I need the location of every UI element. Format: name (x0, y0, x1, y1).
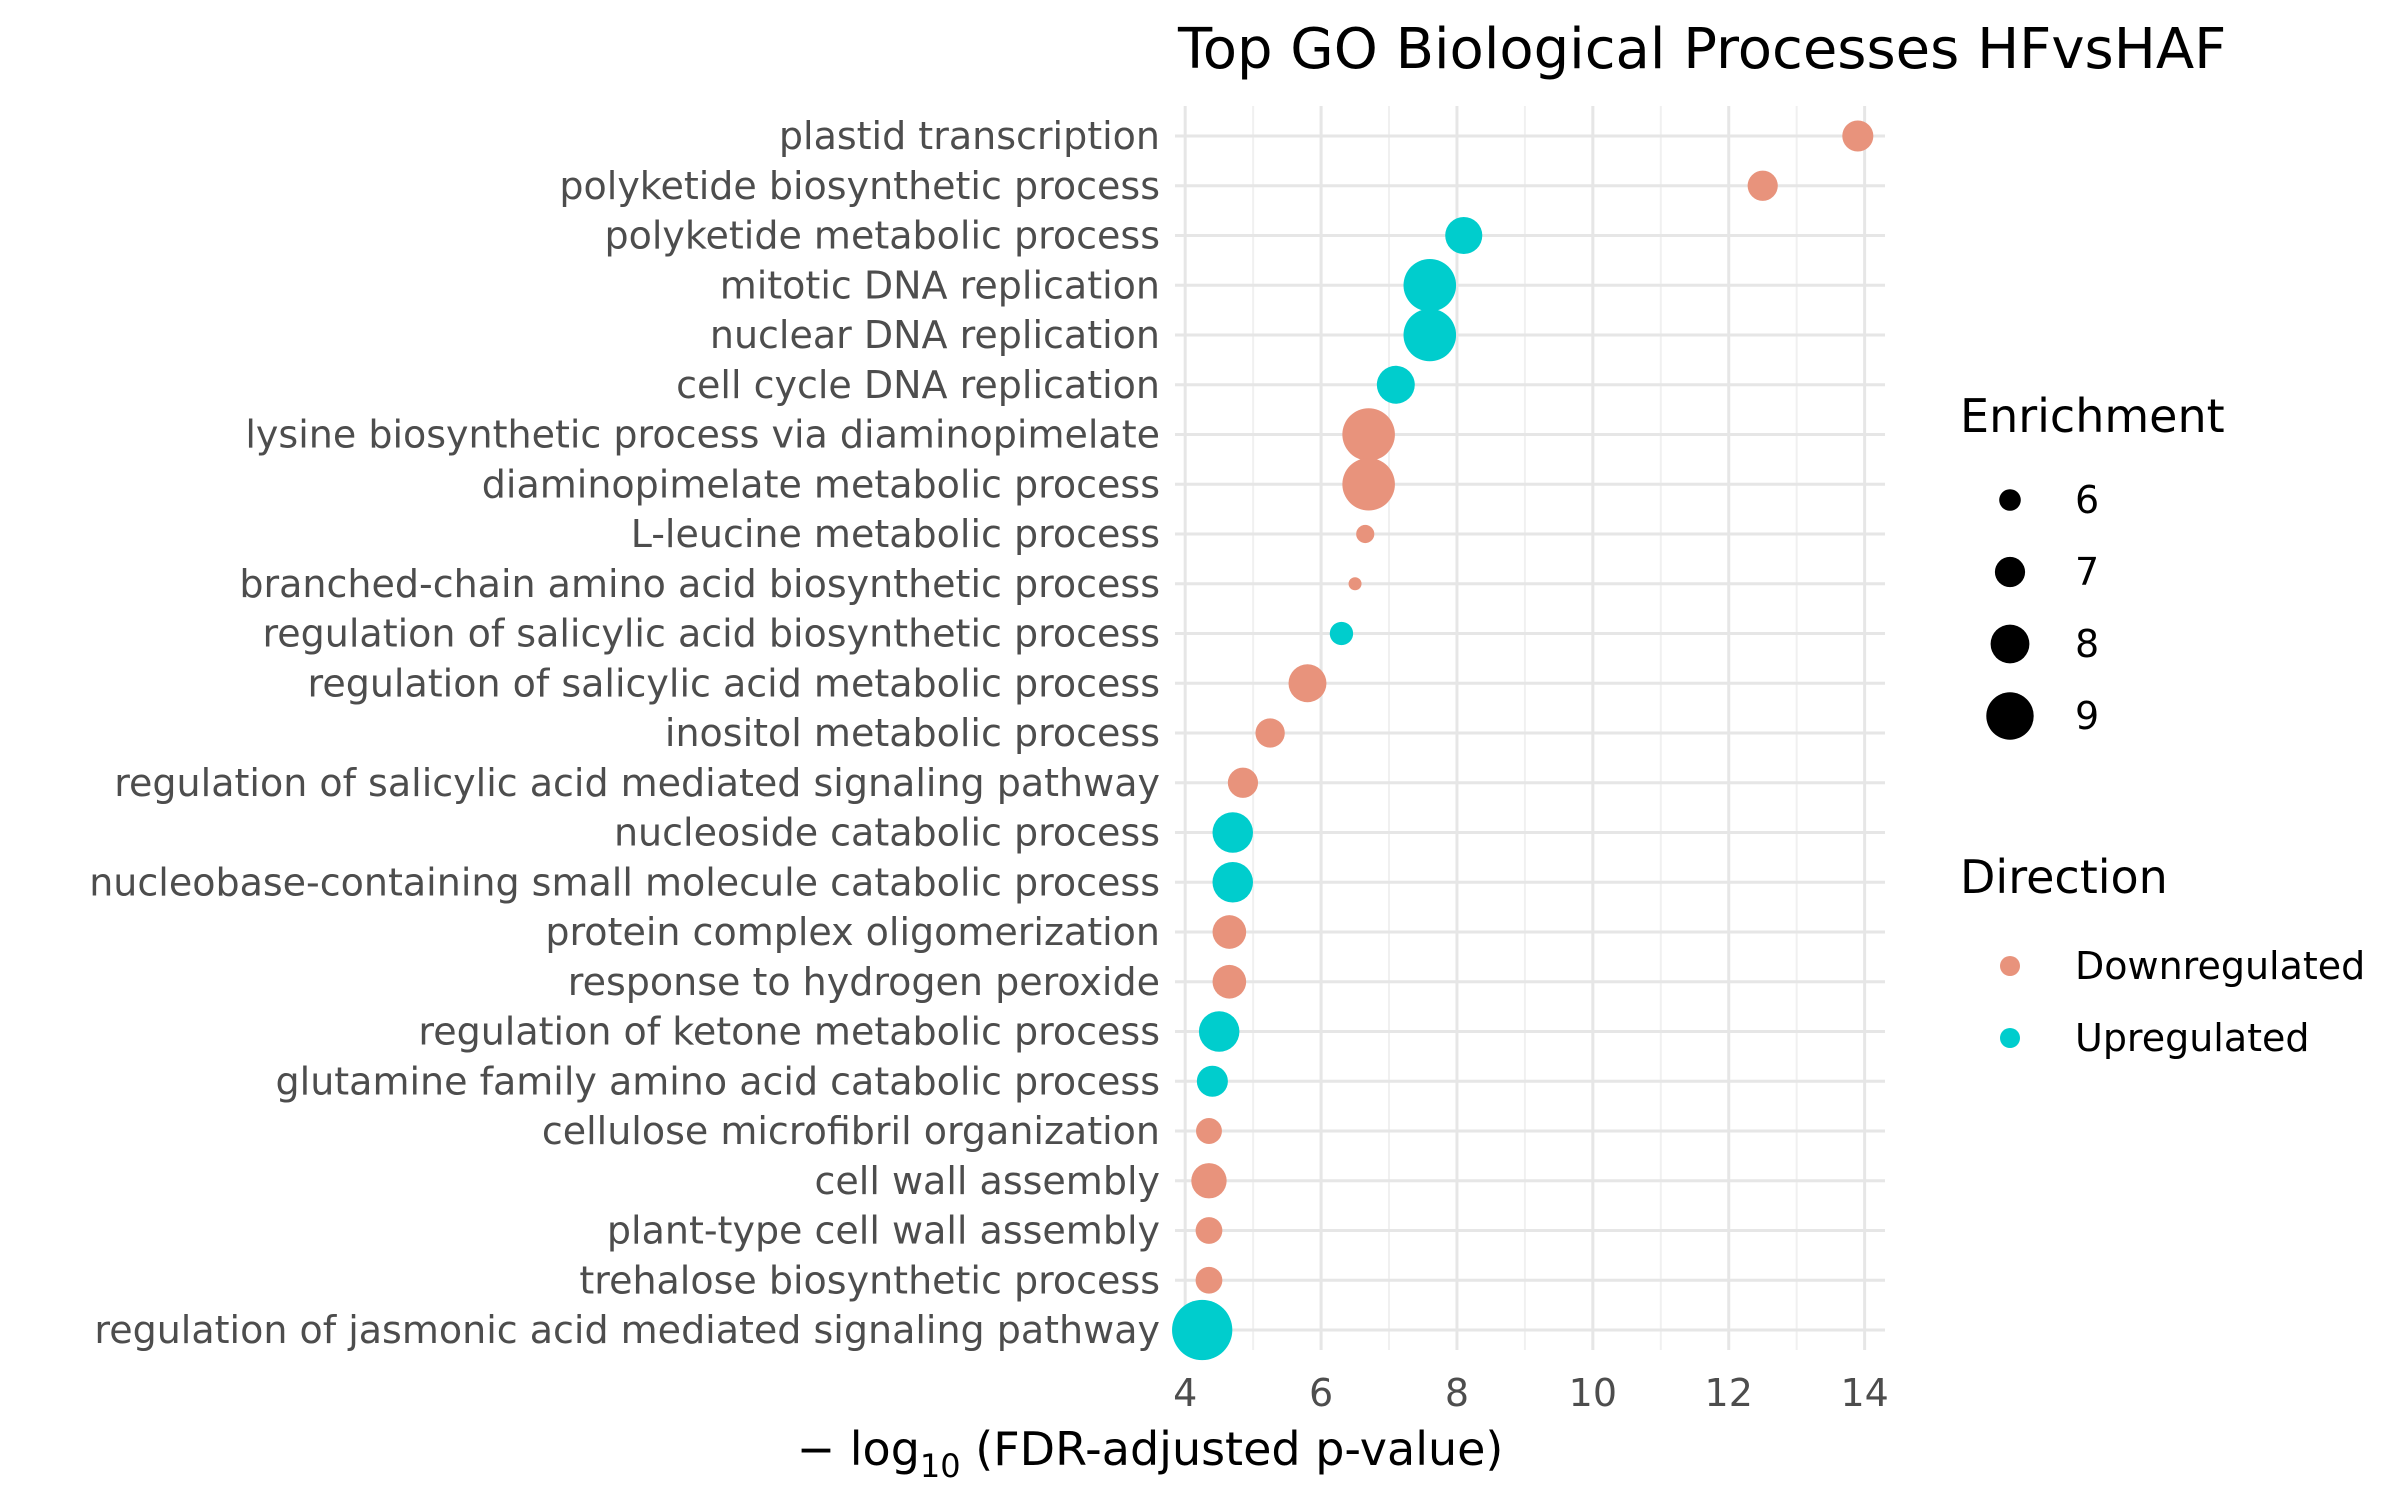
x-axis-title-prefix: − log (797, 1422, 920, 1476)
legend-enrichment-title: Enrichment (1960, 389, 2225, 443)
y-tick-label: cell wall assembly (815, 1159, 1160, 1203)
y-tick-label: branched-chain amino acid biosynthetic p… (239, 562, 1160, 606)
data-point (1329, 621, 1354, 646)
legend-color-label: Downregulated (2075, 944, 2365, 988)
legend-direction-title: Direction (1960, 850, 2168, 904)
data-point (1403, 308, 1457, 362)
y-tick-label: regulation of ketone metabolic process (418, 1010, 1160, 1054)
legend-size-label: 8 (2075, 622, 2099, 666)
y-tick-label: regulation of salicylic acid metabolic p… (308, 661, 1160, 705)
y-axis-labels: plastid transcription polyketide biosynth… (89, 114, 1160, 1352)
y-tick-label: cell cycle DNA replication (676, 363, 1160, 407)
y-tick-label: nuclear DNA replication (710, 313, 1160, 357)
x-axis-title-subscript: 10 (920, 1447, 961, 1485)
legend-direction-items: Downregulated Upregulated (2000, 944, 2365, 1060)
data-point (1196, 1118, 1222, 1144)
y-tick-label: mitotic DNA replication (720, 263, 1160, 307)
legend-size-label: 9 (2075, 694, 2099, 738)
data-point (1288, 664, 1327, 703)
data-point (1212, 861, 1254, 903)
data-point (1403, 258, 1457, 312)
data-point (1747, 170, 1778, 201)
data-point (1191, 1163, 1227, 1199)
y-tick-label: trehalose biosynthetic process (579, 1258, 1160, 1302)
y-tick-label: glutamine family amino acid catabolic pr… (276, 1059, 1160, 1103)
data-point (1212, 812, 1254, 853)
y-tick-label: nucleoside catabolic process (614, 811, 1160, 855)
data-point (1255, 718, 1285, 748)
data-point (1445, 216, 1483, 255)
legend-enrichment: Enrichment 6 7 8 9 (1960, 389, 2225, 740)
x-tick-label: 14 (1840, 1371, 1888, 1415)
data-point (1195, 1266, 1223, 1294)
x-tick-label: 8 (1445, 1371, 1469, 1415)
grid (1175, 106, 1885, 1350)
data-point (1342, 457, 1395, 511)
legend-color-key (2000, 956, 2020, 976)
x-tick-label: 12 (1705, 1371, 1753, 1415)
legend-size-key (1986, 692, 2034, 740)
y-tick-label: plastid transcription (779, 114, 1160, 158)
y-tick-label: protein complex oligomerization (545, 910, 1160, 954)
y-tick-label: diaminopimelate metabolic process (482, 462, 1160, 506)
data-point (1212, 964, 1247, 999)
data-point (1196, 1065, 1228, 1097)
data-point (1342, 408, 1395, 461)
data-points (1172, 120, 1874, 1361)
chart-title: Top GO Biological Processes HFvsHAF (1177, 17, 2226, 82)
y-tick-label: plant-type cell wall assembly (607, 1209, 1160, 1253)
data-point (1348, 577, 1362, 591)
data-point (1198, 1011, 1240, 1052)
legend-enrichment-items: 6 7 8 9 (1986, 478, 2099, 740)
data-point (1356, 524, 1375, 544)
x-axis-title-suffix: (FDR-adjusted p-value) (961, 1422, 1504, 1476)
y-tick-label: regulation of salicylic acid biosyntheti… (262, 612, 1160, 656)
x-tick-label: 4 (1173, 1371, 1197, 1415)
y-tick-label: inositol metabolic process (665, 711, 1160, 755)
y-tick-label: lysine biosynthetic process via diaminop… (245, 413, 1160, 457)
data-point (1376, 365, 1415, 404)
data-point (1842, 120, 1874, 152)
y-tick-label: nucleobase-containing small molecule cat… (89, 860, 1160, 904)
y-tick-label: regulation of salicylic acid mediated si… (114, 761, 1160, 805)
legend-size-key (1990, 624, 2030, 664)
legend-color-key (2000, 1028, 2020, 1048)
y-tick-label: L-leucine metabolic process (631, 512, 1160, 556)
legend-direction: Direction Downregulated Upregulated (1960, 850, 2365, 1060)
legend-size-key (1999, 489, 2021, 511)
legend-color-label: Upregulated (2075, 1016, 2310, 1060)
y-tick-label: response to hydrogen peroxide (568, 960, 1160, 1004)
x-axis-title: − log10 (FDR-adjusted p-value) (797, 1422, 1504, 1485)
y-tick-label: regulation of jasmonic acid mediated sig… (94, 1308, 1160, 1352)
x-axis-ticks: 4 6 8 10 12 14 (1173, 1371, 1889, 1415)
legend-size-label: 6 (2075, 478, 2099, 522)
x-tick-label: 6 (1309, 1371, 1333, 1415)
data-point (1172, 1299, 1233, 1361)
data-point (1227, 767, 1259, 798)
y-tick-label: polyketide metabolic process (604, 214, 1160, 258)
legend-size-key (1994, 556, 2026, 588)
legend-size-label: 7 (2075, 550, 2099, 594)
y-tick-label: cellulose microfibril organization (542, 1109, 1160, 1153)
data-point (1212, 915, 1247, 949)
x-tick-label: 10 (1569, 1371, 1617, 1415)
data-point (1195, 1217, 1223, 1244)
y-tick-label: polyketide biosynthetic process (559, 164, 1160, 208)
